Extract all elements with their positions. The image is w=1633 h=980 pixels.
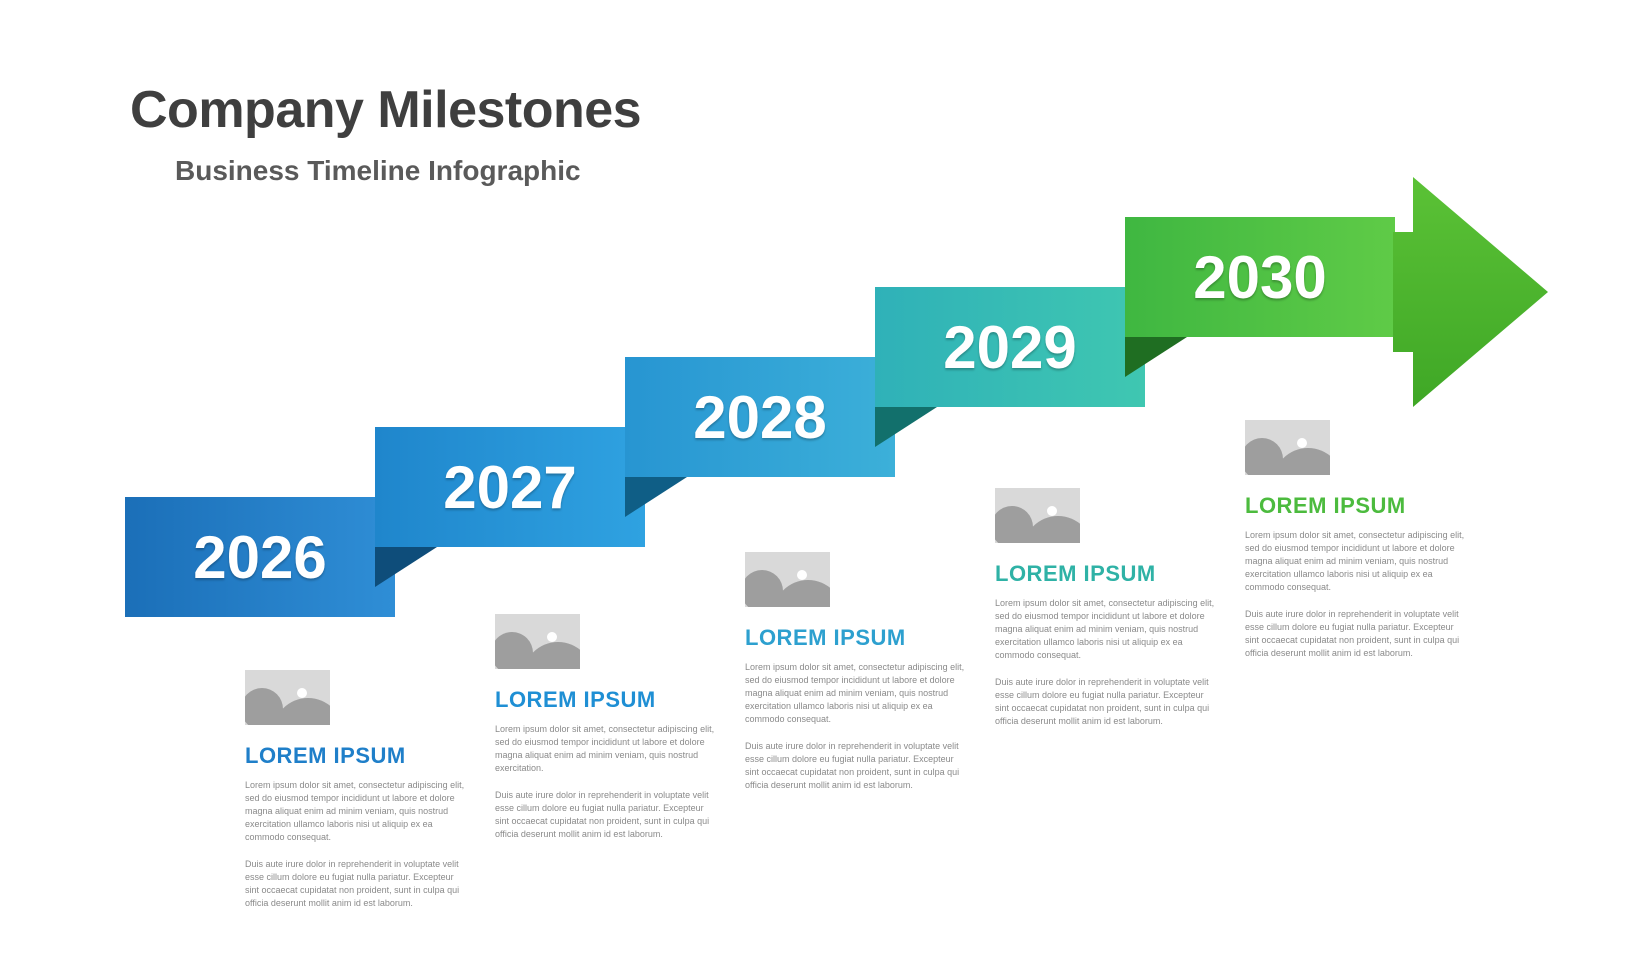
page-title: Company Milestones: [130, 80, 641, 140]
timeline-step-2027: 2027: [375, 427, 645, 547]
milestone-para-1: Lorem ipsum dolor sit amet, consectetur …: [245, 779, 465, 844]
milestone-detail-2029: LOREM IPSUM Lorem ipsum dolor sit amet, …: [995, 488, 1215, 742]
milestone-para-2: Duis aute irure dolor in reprehenderit i…: [1245, 608, 1465, 660]
timeline-step-2026: 2026: [125, 497, 395, 617]
ribbon-segment: 2026: [125, 497, 395, 617]
ribbon-segment: 2027: [375, 427, 645, 547]
year-label: 2029: [943, 313, 1076, 382]
milestone-para-2: Duis aute irure dolor in reprehenderit i…: [745, 740, 965, 792]
milestone-detail-2027: LOREM IPSUM Lorem ipsum dolor sit amet, …: [495, 614, 715, 855]
timeline-step-2030: 2030: [1125, 217, 1395, 337]
milestone-detail-2030: LOREM IPSUM Lorem ipsum dolor sit amet, …: [1245, 420, 1465, 674]
ribbon-fold: [375, 547, 437, 587]
ribbon-segment: 2028: [625, 357, 895, 477]
ribbon-segment: 2030: [1125, 217, 1395, 337]
ribbon-fold: [875, 407, 937, 447]
milestone-heading: LOREM IPSUM: [245, 743, 465, 769]
milestone-heading: LOREM IPSUM: [995, 561, 1215, 587]
placeholder-image-icon: [245, 670, 330, 725]
year-label: 2026: [193, 523, 326, 592]
year-label: 2028: [693, 383, 826, 452]
year-label: 2030: [1193, 243, 1326, 312]
milestone-para-1: Lorem ipsum dolor sit amet, consectetur …: [995, 597, 1215, 662]
ribbon-segment: 2029: [875, 287, 1145, 407]
milestone-heading: LOREM IPSUM: [495, 687, 715, 713]
timeline-step-2029: 2029: [875, 287, 1145, 407]
milestone-detail-2028: LOREM IPSUM Lorem ipsum dolor sit amet, …: [745, 552, 965, 806]
arrow-head-icon: [1393, 162, 1553, 427]
milestone-para-1: Lorem ipsum dolor sit amet, consectetur …: [745, 661, 965, 726]
milestone-para-1: Lorem ipsum dolor sit amet, consectetur …: [1245, 529, 1465, 594]
placeholder-image-icon: [995, 488, 1080, 543]
page-subtitle: Business Timeline Infographic: [175, 155, 581, 187]
placeholder-image-icon: [745, 552, 830, 607]
milestone-para-2: Duis aute irure dolor in reprehenderit i…: [995, 676, 1215, 728]
year-label: 2027: [443, 453, 576, 522]
milestone-para-2: Duis aute irure dolor in reprehenderit i…: [495, 789, 715, 841]
ribbon-fold: [625, 477, 687, 517]
milestone-detail-2026: LOREM IPSUM Lorem ipsum dolor sit amet, …: [245, 670, 465, 924]
infographic-canvas: Company Milestones Business Timeline Inf…: [0, 0, 1633, 980]
placeholder-image-icon: [495, 614, 580, 669]
timeline-step-2028: 2028: [625, 357, 895, 477]
milestone-heading: LOREM IPSUM: [745, 625, 965, 651]
ribbon-fold: [1125, 337, 1187, 377]
milestone-heading: LOREM IPSUM: [1245, 493, 1465, 519]
milestone-para-2: Duis aute irure dolor in reprehenderit i…: [245, 858, 465, 910]
milestone-para-1: Lorem ipsum dolor sit amet, consectetur …: [495, 723, 715, 775]
placeholder-image-icon: [1245, 420, 1330, 475]
